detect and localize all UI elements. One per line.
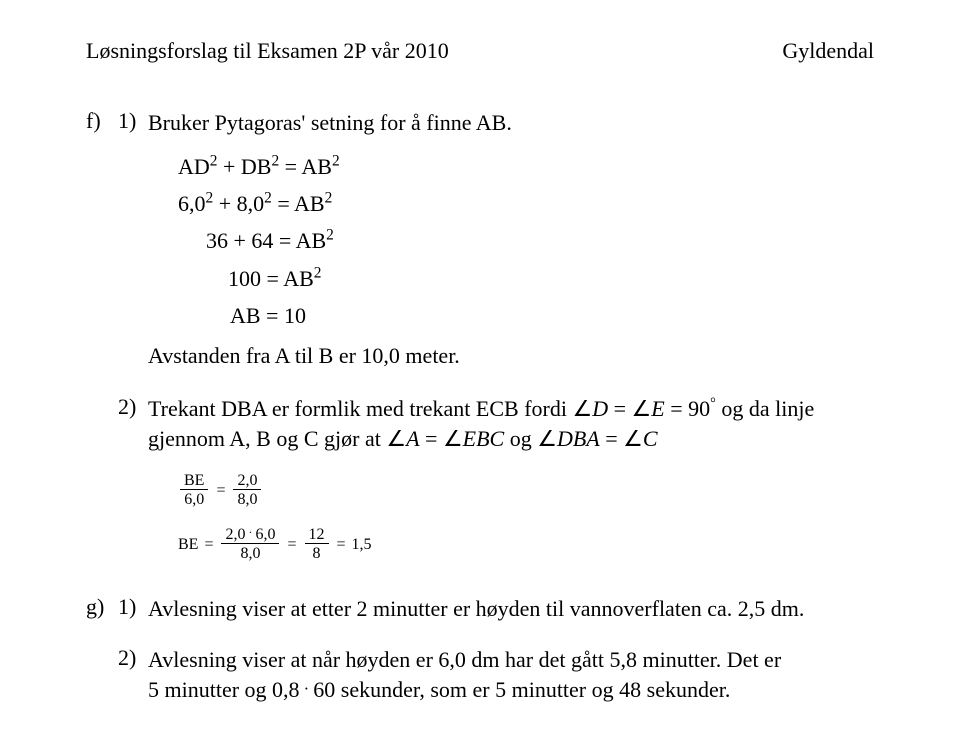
t: AB <box>301 154 332 179</box>
eq-f1-5: AB = 10 <box>178 297 874 334</box>
text-g2: Avlesning viser at når høyden er 6,0 dm … <box>148 645 781 704</box>
t: = <box>608 396 631 421</box>
eq-f1-4: 100 = AB2 <box>178 260 874 297</box>
t: 8,0 <box>221 544 279 563</box>
page-header: Løsningsforslag til Eksamen 2P vår 2010 … <box>86 38 874 64</box>
sub-f2: 2) <box>118 394 148 420</box>
t: 2 <box>206 190 214 207</box>
t: DB <box>241 154 272 179</box>
eq-f1-1: AD2 + DB2 = AB2 <box>178 148 874 185</box>
t: 1,5 <box>352 536 372 554</box>
t: 2 <box>314 265 322 282</box>
t: AB <box>294 191 325 216</box>
t: 2 <box>264 190 272 207</box>
math-f2: BE 6,0 = 2,0 8,0 BE = 2,0 · 6,0 8,0 = 12… <box>178 464 874 572</box>
marker-g: g) <box>86 594 118 620</box>
t: sekunder, som er 5 minutter og 48 sekund… <box>335 677 730 702</box>
t: BE <box>180 472 208 491</box>
sub-f1: 1) <box>118 108 148 134</box>
t: 2,0 <box>233 472 261 491</box>
t: DBA <box>557 426 600 451</box>
item-g-2: 2) Avlesning viser at når høyden er 6,0 … <box>118 645 874 704</box>
t: = 90 <box>665 396 710 421</box>
sub-g2: 2) <box>118 645 148 671</box>
text-f2: Trekant DBA er formlik med trekant ECB f… <box>148 394 814 453</box>
t: 2 <box>326 227 334 244</box>
t: 2 <box>332 152 340 169</box>
marker-f: f) <box>86 108 118 134</box>
eq-f1-2: 6,02 + 8,02 = AB2 <box>178 185 874 222</box>
t: BE <box>178 536 198 554</box>
item-f-1: f) 1) Bruker Pytagoras' setning for å fi… <box>86 108 874 138</box>
header-left: Løsningsforslag til Eksamen 2P vår 2010 <box>86 38 449 64</box>
t: og da linje <box>716 396 814 421</box>
concl-f1: Avstanden fra A til B er 10,0 meter. <box>148 341 874 371</box>
t: D <box>592 396 608 421</box>
t: 12 <box>305 526 329 545</box>
t: 0,8 · 60 <box>272 677 335 702</box>
t: C <box>643 426 658 451</box>
frac: 2,0 · 6,0 8,0 <box>221 526 279 564</box>
eq-f2-2: BE = 2,0 · 6,0 8,0 = 12 8 = 1,5 <box>178 518 874 572</box>
t: 6,0 <box>180 490 208 509</box>
sub-g1: 1) <box>118 594 148 620</box>
t: gjennom A, B og C gjør at <box>148 426 386 451</box>
item-f-2: 2) Trekant DBA er formlik med trekant EC… <box>118 394 874 453</box>
t: 2 <box>325 190 333 207</box>
t: 36 + 64 = AB <box>206 228 326 253</box>
frac: BE 6,0 <box>180 472 208 510</box>
t: = <box>279 154 301 179</box>
text-g1: Avlesning viser at etter 2 minutter er h… <box>148 594 804 624</box>
header-right: Gyldendal <box>782 38 874 64</box>
t: 2,0 · 6,0 <box>221 526 279 545</box>
t: A <box>406 426 419 451</box>
t: og <box>504 426 537 451</box>
t: Trekant DBA er formlik med trekant ECB f… <box>148 396 572 421</box>
t: 100 = AB <box>228 266 314 291</box>
frac: 2,0 8,0 <box>233 472 261 510</box>
t: EBC <box>463 426 505 451</box>
t: 5 minutter og <box>148 677 272 702</box>
t: 6,0 <box>178 191 206 216</box>
item-g-1: g) 1) Avlesning viser at etter 2 minutte… <box>86 594 874 624</box>
t: 8,0 <box>233 490 261 509</box>
t: Avlesning viser at når høyden er 6,0 dm … <box>148 647 781 672</box>
t: AD <box>178 154 210 179</box>
t: + <box>217 154 240 179</box>
text-f1: Bruker Pytagoras' setning for å finne AB… <box>148 108 512 138</box>
frac: 12 8 <box>305 526 329 564</box>
page: Løsningsforslag til Eksamen 2P vår 2010 … <box>0 0 960 705</box>
t: 8,0 <box>237 191 265 216</box>
eq-f1-3: 36 + 64 = AB2 <box>178 222 874 259</box>
math-f1: AD2 + DB2 = AB2 6,02 + 8,02 = AB2 36 + 6… <box>178 148 874 335</box>
eq-f2-1: BE 6,0 = 2,0 8,0 <box>178 464 874 518</box>
t: 8 <box>305 544 329 563</box>
t: E <box>651 396 664 421</box>
